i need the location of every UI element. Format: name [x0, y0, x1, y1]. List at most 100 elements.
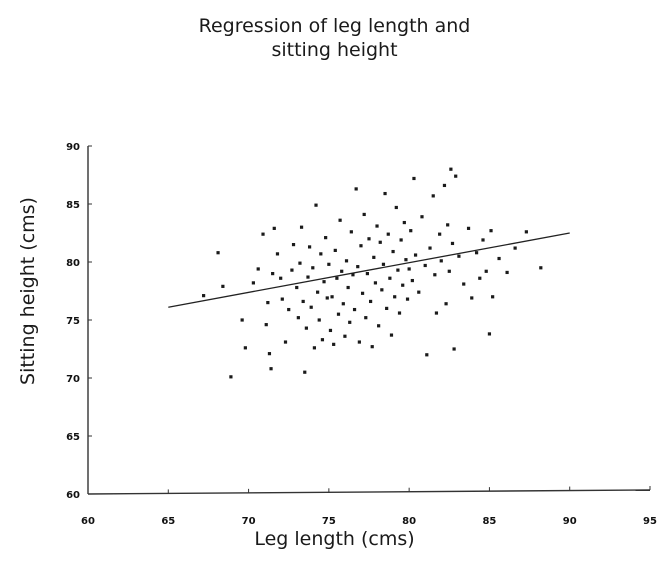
- data-point: [451, 242, 454, 245]
- data-point: [395, 206, 398, 209]
- data-point: [353, 308, 356, 311]
- data-point: [295, 286, 298, 289]
- data-point: [271, 272, 274, 275]
- data-point: [318, 318, 321, 321]
- data-point: [377, 324, 380, 327]
- data-point: [443, 184, 446, 187]
- data-point: [448, 270, 451, 273]
- data-point: [425, 353, 428, 356]
- data-point: [385, 307, 388, 310]
- data-point: [401, 284, 404, 287]
- data-point: [290, 269, 293, 272]
- y-axis-label: Sitting height (cms): [17, 171, 39, 411]
- data-point: [340, 270, 343, 273]
- data-point: [359, 244, 362, 247]
- data-point: [409, 229, 412, 232]
- data-point: [326, 296, 329, 299]
- data-point: [453, 347, 456, 350]
- data-point: [408, 267, 411, 270]
- y-tick-label: 60: [66, 490, 80, 501]
- data-point: [351, 273, 354, 276]
- data-point: [305, 327, 308, 330]
- data-point: [244, 346, 247, 349]
- x-tick-label: 75: [322, 516, 336, 527]
- data-point: [424, 264, 427, 267]
- data-point: [391, 250, 394, 253]
- data-point: [428, 246, 431, 249]
- data-point: [298, 262, 301, 265]
- data-point: [334, 249, 337, 252]
- data-point: [462, 282, 465, 285]
- y-tick-label: 70: [66, 374, 80, 385]
- data-point: [481, 238, 484, 241]
- data-point: [287, 308, 290, 311]
- data-point: [229, 375, 232, 378]
- data-point: [433, 273, 436, 276]
- data-point: [488, 332, 491, 335]
- data-point: [398, 311, 401, 314]
- data-point: [475, 251, 478, 254]
- data-points: [202, 168, 542, 379]
- data-point: [467, 227, 470, 230]
- data-point: [350, 230, 353, 233]
- data-point: [316, 291, 319, 294]
- data-point: [342, 302, 345, 305]
- data-point: [420, 215, 423, 218]
- data-point: [338, 219, 341, 222]
- x-tick-label: 70: [242, 516, 256, 527]
- data-point: [347, 286, 350, 289]
- y-tick-label: 90: [66, 142, 80, 153]
- data-point: [372, 256, 375, 259]
- data-point: [281, 298, 284, 301]
- data-point: [379, 241, 382, 244]
- data-point: [241, 318, 244, 321]
- data-point: [322, 280, 325, 283]
- data-point: [335, 277, 338, 280]
- data-point: [383, 192, 386, 195]
- data-point: [268, 352, 271, 355]
- data-point: [491, 295, 494, 298]
- data-point: [371, 345, 374, 348]
- x-tick-label: 85: [482, 516, 496, 527]
- regression-line-group: [168, 233, 569, 307]
- data-point: [265, 323, 268, 326]
- data-point: [400, 238, 403, 241]
- data-point: [390, 333, 393, 336]
- data-point: [417, 291, 420, 294]
- data-point: [332, 343, 335, 346]
- x-tick-label: 90: [563, 516, 577, 527]
- data-point: [514, 246, 517, 249]
- data-point: [330, 295, 333, 298]
- data-point: [364, 316, 367, 319]
- x-axis-line: [88, 490, 650, 494]
- data-point: [202, 294, 205, 297]
- data-point: [374, 281, 377, 284]
- data-point: [302, 300, 305, 303]
- data-point: [319, 252, 322, 255]
- data-point: [432, 194, 435, 197]
- data-point: [348, 321, 351, 324]
- data-point: [478, 277, 481, 280]
- data-point: [440, 259, 443, 262]
- data-point: [367, 237, 370, 240]
- data-point: [300, 226, 303, 229]
- data-point: [311, 266, 314, 269]
- data-point: [284, 340, 287, 343]
- data-point: [454, 175, 457, 178]
- data-point: [358, 340, 361, 343]
- data-point: [363, 213, 366, 216]
- y-tick-label: 80: [66, 258, 80, 269]
- data-point: [321, 338, 324, 341]
- data-point: [497, 257, 500, 260]
- data-point: [324, 236, 327, 239]
- data-point: [388, 277, 391, 280]
- x-tick-label: 95: [643, 516, 657, 527]
- data-point: [276, 252, 279, 255]
- x-tick-label: 80: [402, 516, 416, 527]
- data-point: [438, 233, 441, 236]
- data-point: [343, 335, 346, 338]
- y-tick-label: 75: [66, 316, 80, 327]
- data-point: [387, 233, 390, 236]
- data-point: [356, 265, 359, 268]
- data-point: [216, 251, 219, 254]
